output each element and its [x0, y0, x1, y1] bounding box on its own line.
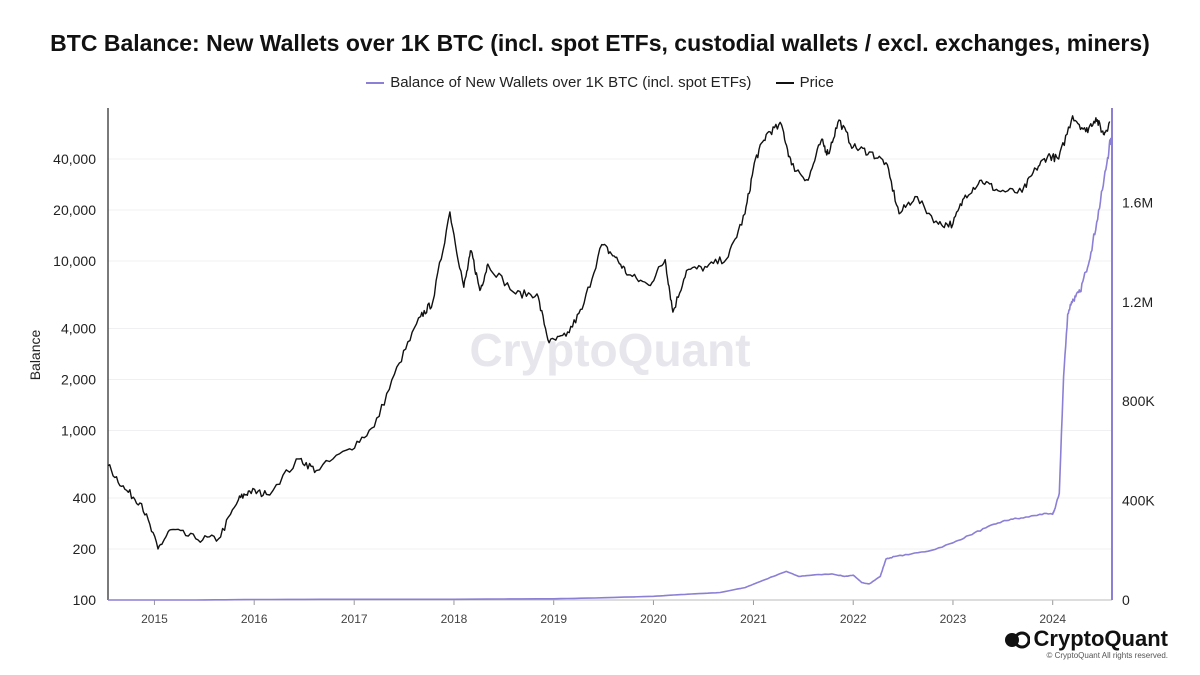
brand-logo: CryptoQuant	[1004, 626, 1168, 652]
legend-item-price[interactable]: Price	[775, 74, 834, 91]
y2-tick-label: 1.2M	[1122, 294, 1153, 310]
y-tick-label: 40,000	[53, 151, 96, 167]
y-tick-label: 20,000	[53, 202, 96, 218]
y2-tick-label: 1.6M	[1122, 194, 1153, 210]
y-tick-label: 400	[73, 490, 97, 506]
series-price	[107, 115, 1111, 550]
y-tick-label: 10,000	[53, 253, 96, 269]
x-tick-label: 2017	[341, 612, 368, 626]
y-axis-label: Balance	[27, 329, 43, 380]
legend-swatch-price	[775, 82, 794, 85]
y-tick-label: 200	[73, 541, 97, 557]
x-tick-label: 2022	[840, 612, 867, 626]
series-line-price	[107, 115, 1111, 550]
cryptoquant-logo-icon	[1004, 631, 1030, 649]
x-tick-label: 2020	[640, 612, 667, 626]
legend-label-price: Price	[799, 74, 834, 91]
tick-labels: 100 200 400 1,000 2,000 4,000 10,000 20,000 40,0…	[53, 151, 1155, 626]
series-line-balance	[108, 137, 1112, 601]
brand-name: CryptoQuant	[1033, 626, 1168, 651]
y-tick-label: 1,000	[61, 423, 96, 439]
x-tick-label: 2016	[241, 612, 268, 626]
series-balance	[108, 137, 1112, 601]
legend-label-balance: Balance of New Wallets over 1K BTC (incl…	[390, 74, 752, 91]
copyright-text: © CryptoQuant All rights reserved.	[1046, 651, 1169, 660]
x-tick-label: 2021	[740, 612, 767, 626]
chart-title: BTC Balance: New Wallets over 1K BTC (in…	[50, 30, 1150, 56]
y-tick-label: 4,000	[61, 320, 96, 336]
legend-item-balance[interactable]: Balance of New Wallets over 1K BTC (incl…	[366, 74, 751, 91]
grid-lines	[108, 158, 1112, 601]
x-tick-label: 2024	[1039, 612, 1066, 626]
y2-tick-label: 400K	[1122, 493, 1155, 509]
watermark-text: CryptoQuant	[469, 324, 750, 376]
x-tick-label: 2023	[940, 612, 967, 626]
x-tick-label: 2015	[141, 612, 168, 626]
y2-tick-label: 800K	[1122, 393, 1155, 409]
y-tick-label: 2,000	[61, 372, 96, 388]
x-tick-label: 2018	[441, 612, 468, 626]
legend-swatch-balance	[366, 82, 385, 85]
legend: Balance of New Wallets over 1K BTC (incl…	[0, 74, 1200, 91]
x-tick-label: 2019	[540, 612, 567, 626]
y-tick-label: 100	[73, 592, 97, 608]
y2-tick-label: 0	[1122, 592, 1130, 608]
